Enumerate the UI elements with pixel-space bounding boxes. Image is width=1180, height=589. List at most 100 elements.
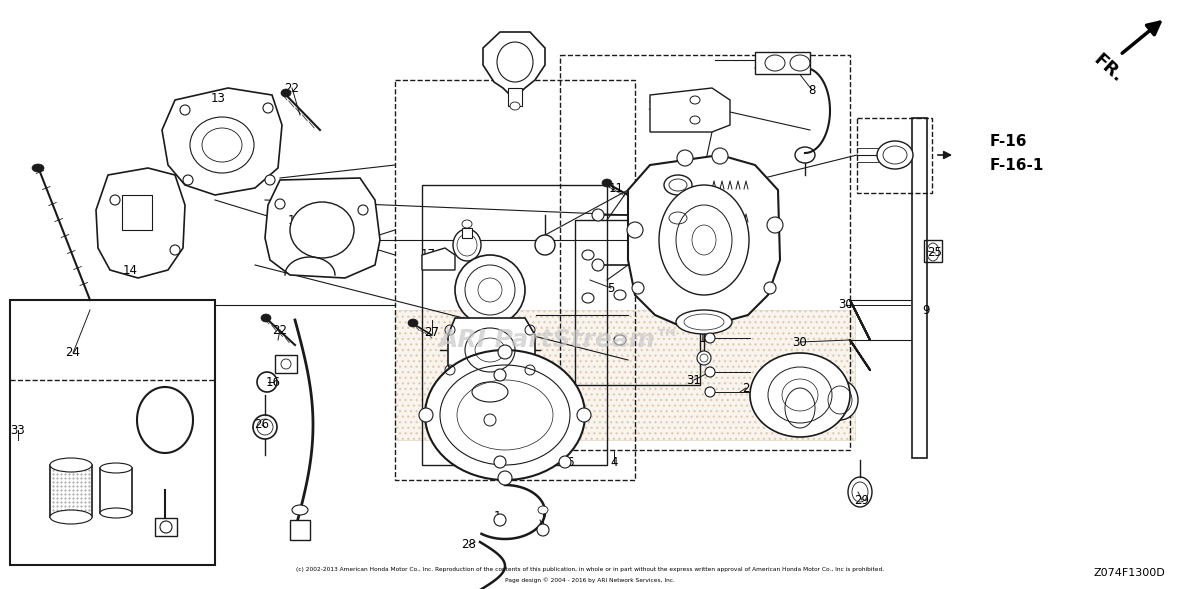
Bar	[912, 118, 927, 458]
Ellipse shape	[577, 408, 591, 422]
Ellipse shape	[750, 353, 850, 437]
Ellipse shape	[170, 245, 181, 255]
Text: 18: 18	[674, 180, 688, 194]
Ellipse shape	[50, 458, 92, 472]
Ellipse shape	[100, 463, 132, 473]
Polygon shape	[650, 88, 730, 132]
Text: 16: 16	[266, 376, 281, 389]
Ellipse shape	[602, 179, 612, 187]
Ellipse shape	[559, 456, 571, 468]
Ellipse shape	[582, 250, 594, 260]
Bar	[463, 228, 472, 238]
Text: 1: 1	[493, 369, 500, 382]
Ellipse shape	[704, 333, 715, 343]
Ellipse shape	[535, 235, 555, 255]
Ellipse shape	[498, 471, 512, 485]
Ellipse shape	[538, 506, 548, 514]
Ellipse shape	[510, 102, 520, 110]
Text: 30: 30	[793, 336, 807, 349]
Ellipse shape	[455, 255, 525, 325]
Text: 22: 22	[284, 81, 300, 94]
Bar	[122, 195, 152, 230]
Text: 15: 15	[288, 213, 302, 227]
Ellipse shape	[261, 314, 271, 322]
Bar	[509, 88, 522, 106]
Text: F-16-1: F-16-1	[990, 157, 1044, 173]
Text: Z074F1300D: Z074F1300D	[1093, 568, 1165, 578]
Ellipse shape	[627, 222, 643, 238]
Text: 3: 3	[780, 409, 788, 422]
Text: 21: 21	[517, 44, 531, 57]
Bar	[560, 55, 850, 450]
Text: 25: 25	[927, 247, 943, 260]
Ellipse shape	[281, 89, 291, 97]
Text: 35: 35	[100, 475, 116, 488]
Polygon shape	[96, 168, 185, 278]
Ellipse shape	[822, 380, 858, 420]
Ellipse shape	[592, 209, 604, 221]
Ellipse shape	[472, 382, 509, 402]
Text: 33: 33	[11, 423, 26, 436]
Text: ARI PartStream™: ARI PartStream™	[439, 328, 681, 352]
Ellipse shape	[419, 408, 433, 422]
Ellipse shape	[704, 367, 715, 377]
Ellipse shape	[677, 150, 693, 166]
Text: 12: 12	[699, 332, 714, 345]
Ellipse shape	[263, 103, 273, 113]
Text: 11: 11	[609, 181, 623, 194]
Ellipse shape	[408, 319, 418, 327]
Text: 17: 17	[420, 249, 435, 262]
Text: 22: 22	[273, 323, 288, 336]
Bar	[924, 240, 942, 262]
Bar	[857, 118, 932, 193]
Ellipse shape	[183, 175, 194, 185]
Text: 14: 14	[123, 263, 138, 276]
Text: 9: 9	[923, 303, 930, 316]
Ellipse shape	[275, 199, 286, 209]
Text: 34: 34	[59, 481, 73, 495]
Ellipse shape	[498, 345, 512, 359]
Ellipse shape	[181, 105, 190, 115]
Text: 13: 13	[210, 91, 225, 104]
Bar	[575, 220, 700, 385]
Ellipse shape	[463, 220, 472, 228]
Ellipse shape	[100, 508, 132, 518]
Ellipse shape	[110, 195, 120, 205]
Text: 20: 20	[538, 241, 552, 254]
Text: 1: 1	[504, 458, 512, 472]
Text: (c) 2002-2013 American Honda Motor Co., Inc. Reproduction of the contents of thi: (c) 2002-2013 American Honda Motor Co., …	[296, 567, 884, 573]
Ellipse shape	[494, 514, 506, 526]
Ellipse shape	[592, 259, 604, 271]
Ellipse shape	[690, 116, 700, 124]
Polygon shape	[162, 88, 282, 195]
Text: 19: 19	[674, 211, 688, 224]
Text: 27: 27	[425, 326, 439, 339]
Ellipse shape	[494, 456, 506, 468]
Bar	[50, 465, 92, 517]
Polygon shape	[448, 318, 535, 390]
Ellipse shape	[763, 282, 776, 294]
Text: 32: 32	[648, 101, 662, 114]
Text: 6: 6	[566, 456, 573, 469]
Ellipse shape	[767, 217, 784, 233]
Ellipse shape	[877, 141, 913, 169]
Text: 5: 5	[608, 282, 615, 294]
Ellipse shape	[453, 229, 481, 261]
Bar	[395, 310, 856, 440]
Polygon shape	[422, 248, 455, 270]
Bar	[100, 468, 132, 513]
Text: 29: 29	[854, 494, 870, 507]
Polygon shape	[266, 178, 380, 278]
Ellipse shape	[704, 387, 715, 397]
Polygon shape	[775, 382, 825, 432]
Text: F-16: F-16	[990, 134, 1028, 150]
Ellipse shape	[582, 293, 594, 303]
Ellipse shape	[614, 335, 627, 345]
Ellipse shape	[266, 175, 275, 185]
Text: 7: 7	[542, 527, 549, 540]
Text: Page design © 2004 - 2016 by ARI Network Services, Inc.: Page design © 2004 - 2016 by ARI Network…	[505, 577, 675, 583]
Bar	[422, 185, 607, 465]
Bar	[290, 520, 310, 540]
Ellipse shape	[632, 282, 644, 294]
Bar	[755, 52, 809, 74]
